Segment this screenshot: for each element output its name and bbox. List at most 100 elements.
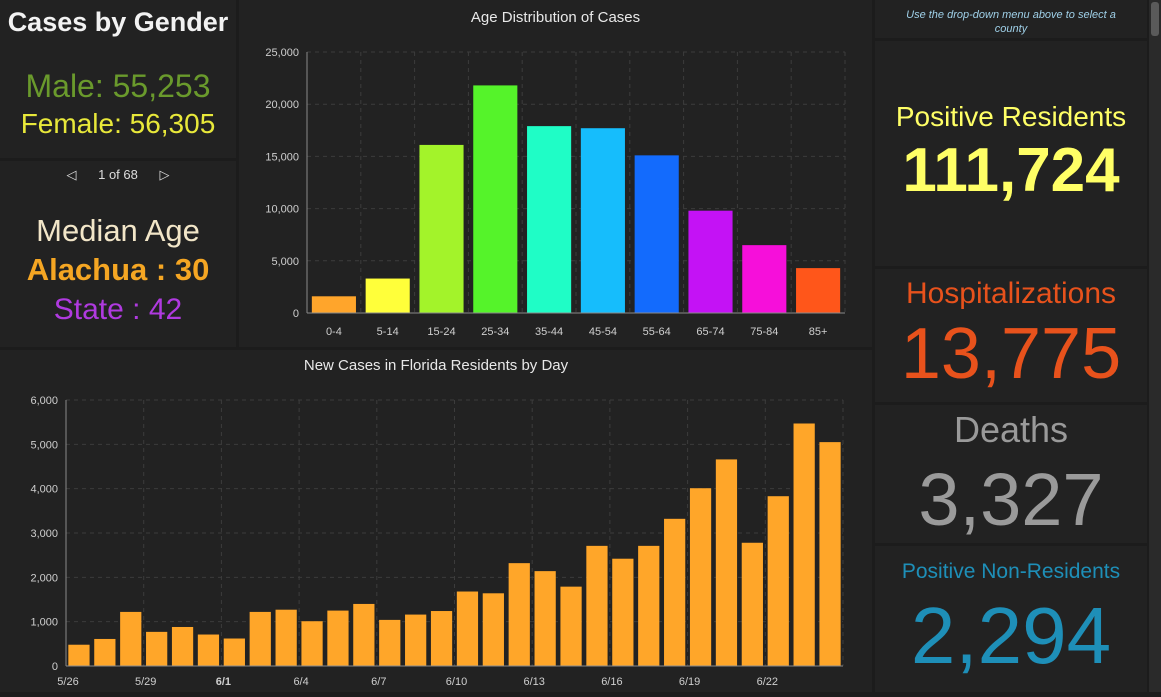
bar [742, 245, 787, 313]
bar [580, 128, 625, 313]
bar [146, 631, 168, 666]
hospitalizations-label: Hospitalizations [905, 277, 1117, 310]
bar [638, 545, 660, 666]
x-tick-label: 6/19 [679, 676, 700, 688]
bar [94, 638, 116, 666]
daily-cases-panel: New Cases in Florida Residents by Day 0 1,… [0, 350, 872, 692]
bar [120, 611, 142, 666]
x-tick-label: 35-44 [535, 326, 563, 338]
bar [473, 85, 518, 314]
age-distribution-panel: Age Distribution of Cases 0 5,000 10,000 15,… [239, 0, 872, 347]
x-tick-label: 75-84 [750, 326, 778, 338]
bar [430, 611, 453, 666]
y-tick-label: 15,000 [265, 151, 299, 163]
age-distribution-chart: Age Distribution of Cases 0 5,000 10,000 15,… [265, 9, 846, 338]
bar [796, 268, 841, 313]
bar [405, 614, 427, 666]
bar [482, 593, 504, 666]
bar [767, 496, 789, 666]
male-count: Male: 55,253 [25, 68, 211, 104]
chart-title: Age Distribution of Cases [471, 9, 640, 26]
scrollbar-thumb[interactable] [1151, 2, 1159, 36]
positive-residents-label: Positive Residents [895, 101, 1127, 132]
x-tick-label: 6/4 [293, 676, 308, 688]
deaths-label: Deaths [953, 409, 1069, 450]
x-tick-label: 85+ [809, 326, 828, 338]
pager-text: 1 of 68 [98, 167, 138, 182]
gender-title: Cases by Gender [7, 7, 229, 37]
non-residents-value: 2,294 [910, 591, 1112, 680]
median-age-title: Median Age [36, 213, 200, 248]
x-tick-label: 0-4 [326, 326, 342, 338]
hospitalizations-panel: Hospitalizations 13,775 [875, 269, 1147, 402]
gender-panel: Cases by Gender Male: 55,253 Female: 56,… [0, 0, 236, 158]
bar [311, 296, 356, 313]
chart-title: New Cases in Florida Residents by Day [304, 357, 569, 374]
x-tick-label: 25-34 [481, 326, 509, 338]
bar [197, 634, 220, 666]
y-tick-label: 3,000 [30, 528, 58, 540]
positive-residents-value: 111,724 [902, 136, 1120, 205]
bar [560, 586, 582, 666]
y-tick-label: 6,000 [30, 395, 58, 407]
bar [664, 518, 686, 666]
bar [379, 619, 401, 666]
x-tick-label: 15-24 [427, 326, 455, 338]
state-median-age: State : 42 [53, 293, 183, 326]
y-tick-label: 0 [293, 308, 299, 320]
y-tick-label: 25,000 [265, 47, 299, 59]
bar [171, 626, 194, 666]
x-tick-label: 6/1 [216, 676, 231, 688]
bar [534, 571, 556, 666]
y-tick-label: 10,000 [265, 204, 299, 216]
x-tick-label: 65-74 [696, 326, 724, 338]
next-arrow-icon[interactable]: ▷ [159, 167, 170, 182]
y-tick-label: 5,000 [271, 256, 299, 268]
scrollbar[interactable] [1149, 0, 1161, 692]
y-tick-label: 0 [52, 661, 58, 673]
median-age-panel: ◁ 1 of 68 ▷ Median Age Alachua : 30 Stat… [0, 161, 236, 347]
y-tick-label: 2,000 [30, 572, 58, 584]
y-tick-label: 20,000 [265, 99, 299, 111]
x-tick-label: 45-54 [589, 326, 617, 338]
bar [365, 278, 410, 313]
x-tick-label: 6/13 [523, 676, 544, 688]
bar [508, 563, 530, 666]
y-tick-label: 4,000 [30, 484, 58, 496]
bar [527, 126, 572, 314]
positive-residents-panel: Positive Residents 111,724 [875, 41, 1147, 266]
daily-cases-chart: New Cases in Florida Residents by Day 0 1,… [30, 357, 844, 688]
x-tick-label: 6/16 [601, 676, 622, 688]
hint-panel: Use the drop-down menu above to select a… [875, 0, 1147, 38]
y-tick-label: 1,000 [30, 617, 58, 629]
x-tick-label: 5/26 [57, 676, 78, 688]
deaths-panel: Deaths 3,327 [875, 405, 1147, 543]
bar [456, 591, 479, 666]
bar [301, 621, 323, 666]
bar [793, 423, 815, 666]
bar [353, 603, 375, 666]
bar [689, 488, 712, 666]
bar [419, 144, 464, 313]
bar [223, 638, 245, 666]
hint-text: Use the drop-down menu above to select a… [906, 9, 1116, 35]
bar [275, 609, 297, 666]
bar [741, 542, 763, 666]
bar [715, 459, 738, 666]
x-tick-label: 6/22 [757, 676, 778, 688]
bar [612, 558, 634, 666]
bar [819, 442, 841, 666]
pager: ◁ 1 of 68 ▷ [0, 167, 236, 183]
bar [249, 611, 271, 666]
non-residents-panel: Positive Non-Residents 2,294 [875, 546, 1147, 692]
hospitalizations-value: 13,775 [900, 314, 1122, 394]
x-tick-label: 55-64 [643, 326, 671, 338]
deaths-value: 3,327 [918, 458, 1104, 541]
bar [688, 210, 733, 313]
previous-arrow-icon[interactable]: ◁ [66, 167, 77, 182]
x-tick-label: 5-14 [377, 326, 399, 338]
x-tick-label: 5/29 [135, 676, 156, 688]
female-count: Female: 56,305 [20, 108, 216, 139]
bar [586, 545, 608, 666]
x-tick-label: 6/7 [371, 676, 386, 688]
